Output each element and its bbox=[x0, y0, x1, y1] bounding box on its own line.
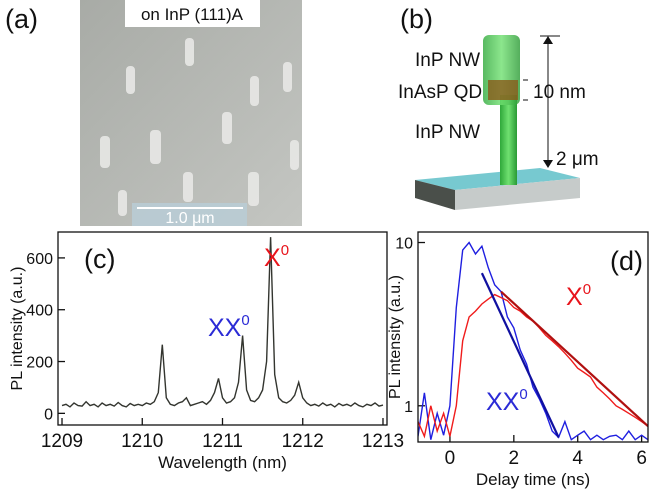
schematic: InP NW InAsP QD 10 nm InP NW 2 μm bbox=[398, 35, 599, 210]
plot-frame bbox=[417, 231, 649, 443]
data-line bbox=[418, 241, 648, 441]
annotation-text: XX bbox=[486, 388, 520, 416]
y-tick-label: 200 bbox=[26, 355, 53, 372]
x-tick-label: 1210 bbox=[121, 431, 163, 452]
annotation-superscript: 0 bbox=[583, 281, 591, 298]
panel-label: (a) bbox=[5, 4, 38, 34]
y-tick-label: 1 bbox=[404, 399, 413, 416]
y-axis-label: PL intensity (a.u.) bbox=[387, 275, 404, 399]
annotation-superscript: 0 bbox=[519, 386, 527, 403]
sem-image: on InP (111)A 1.0 μm bbox=[80, 0, 302, 227]
x-tick-label: 1212 bbox=[282, 431, 324, 452]
data-line bbox=[61, 237, 384, 408]
data-line bbox=[480, 272, 560, 438]
y-tick-label: 600 bbox=[26, 251, 53, 268]
y-tick-label: 10 bbox=[395, 236, 413, 253]
panel-label: (c) bbox=[84, 244, 115, 274]
annotation-superscript: 0 bbox=[241, 312, 249, 329]
x-tick-label: 4 bbox=[572, 448, 583, 469]
x-tick-label: 0 bbox=[445, 448, 456, 469]
annotation-text: XX bbox=[208, 314, 242, 342]
y-tick-label: 0 bbox=[44, 406, 53, 423]
scale-bar: 1.0 μm bbox=[165, 210, 214, 227]
qd-label: InAsP QD bbox=[398, 82, 482, 103]
x-tick-label: 1211 bbox=[202, 431, 243, 452]
x-tick-label: 6 bbox=[636, 448, 647, 469]
nw-label: InP NW bbox=[415, 50, 480, 71]
data-line bbox=[500, 290, 648, 428]
annotation: XX0 bbox=[486, 386, 528, 416]
nw-label: InP NW bbox=[415, 122, 480, 143]
qd-size: 10 nm bbox=[533, 82, 586, 103]
annotation: X0 bbox=[264, 242, 289, 272]
y-tick-label: 400 bbox=[26, 303, 53, 320]
x-axis-label: Delay time (ns) bbox=[476, 470, 590, 489]
annotation: XX0 bbox=[208, 312, 250, 342]
annotation-text: X bbox=[566, 283, 583, 311]
x-tick-label: 1213 bbox=[362, 431, 404, 452]
annotation-superscript: 0 bbox=[281, 242, 289, 259]
panel-label: (d) bbox=[610, 246, 643, 276]
x-axis-label: Wavelength (nm) bbox=[158, 453, 287, 472]
length-label: 2 μm bbox=[556, 149, 599, 170]
caption: on InP (111)A bbox=[141, 5, 244, 24]
plot-frame bbox=[57, 231, 388, 426]
x-tick-label: 2 bbox=[509, 448, 520, 469]
annotation: X0 bbox=[566, 281, 591, 311]
y-axis-label: PL intensity (a.u.) bbox=[9, 267, 26, 391]
annotation-text: X bbox=[264, 244, 281, 272]
x-tick-label: 1209 bbox=[41, 431, 83, 452]
panel-label: (b) bbox=[400, 4, 433, 34]
